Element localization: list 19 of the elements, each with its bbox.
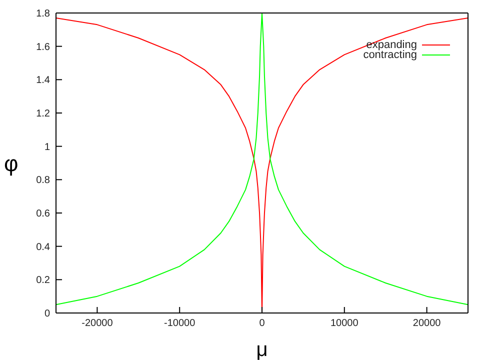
- x-tick-label: 0: [259, 318, 266, 330]
- x-tick-label: -10000: [164, 318, 196, 330]
- x-axis-title: μ: [256, 339, 268, 360]
- y-tick-label: 1.2: [36, 108, 50, 120]
- y-tick-label: 0.8: [36, 175, 50, 186]
- x-tick-label: -20000: [82, 318, 114, 330]
- y-tick-label: 1: [44, 142, 50, 153]
- y-tick-label: 0.4: [36, 242, 50, 253]
- legend-label: contracting: [363, 49, 417, 61]
- y-tick-label: 1.4: [36, 75, 50, 86]
- x-tick-label: 20000: [412, 318, 442, 330]
- y-tick-label: 0: [44, 308, 50, 320]
- y-axis-title: φ: [4, 150, 18, 176]
- y-tick-label: 1.8: [36, 8, 50, 20]
- x-tick-label: 10000: [330, 318, 359, 330]
- y-tick-label: 1.6: [36, 42, 50, 53]
- y-tick-label: 0.2: [36, 275, 50, 286]
- y-tick-label: 0.6: [36, 208, 50, 220]
- legend-label: expanding: [366, 39, 417, 51]
